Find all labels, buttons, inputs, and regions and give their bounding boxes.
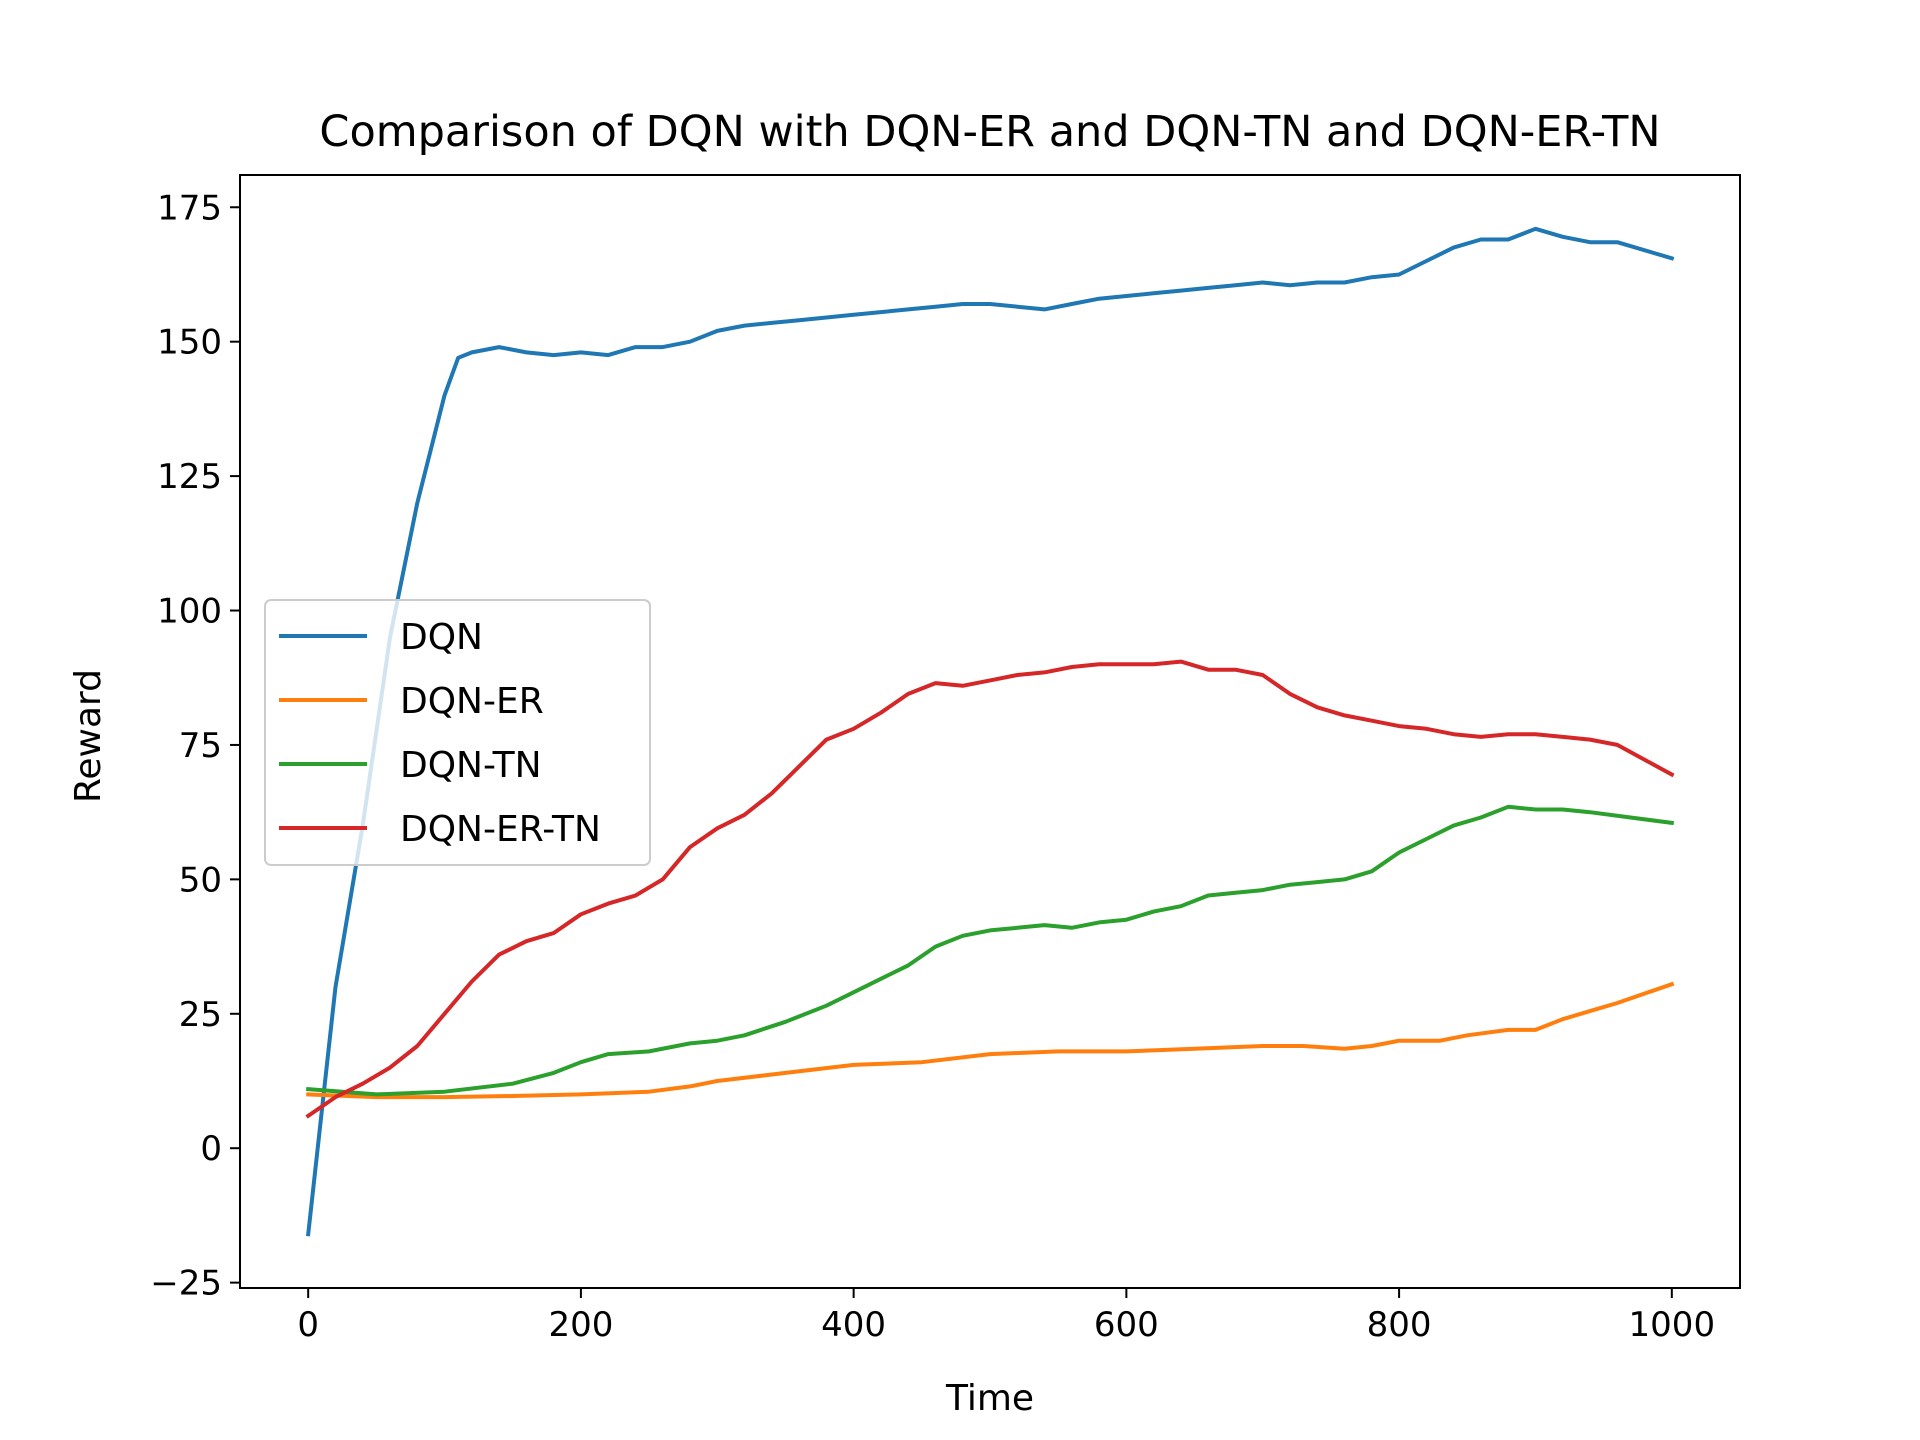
series-line-dqn-er bbox=[306, 981, 1675, 1100]
chart-title: Comparison of DQN with DQN-ER and DQN-TN… bbox=[319, 107, 1660, 157]
y-tick-label: 150 bbox=[157, 323, 222, 363]
x-tick-label: 200 bbox=[548, 1305, 613, 1345]
y-axis-title: Reward bbox=[68, 669, 109, 803]
legend-label-dqn-er: DQN-ER bbox=[400, 681, 544, 722]
y-tick-label: 175 bbox=[157, 188, 222, 228]
y-tick-label: −25 bbox=[150, 1264, 222, 1304]
legend-label-dqn-er-tn: DQN-ER-TN bbox=[400, 809, 601, 850]
y-tick-label: 125 bbox=[157, 457, 222, 497]
axes-frame bbox=[239, 174, 1741, 1289]
y-tick-label: 100 bbox=[157, 592, 222, 632]
series-line-dqn bbox=[305, 226, 1675, 1237]
series-line-dqn-tn bbox=[306, 804, 1675, 1097]
legend: DQN DQN-ER DQN-TN DQN-ER-TN bbox=[264, 599, 651, 866]
x-tick-label: 800 bbox=[1367, 1305, 1432, 1345]
x-axis-title: Time bbox=[945, 1378, 1034, 1419]
x-tick-label: 400 bbox=[821, 1305, 886, 1345]
y-tick-label: 50 bbox=[179, 860, 222, 900]
x-tick-label: 600 bbox=[1094, 1305, 1159, 1345]
series-line-dqn-er-tn bbox=[305, 659, 1675, 1119]
plot-area: 0 200 400 600 800 1000 −25 0 25 50 75 100 125 150 175 bbox=[150, 174, 1741, 1345]
legend-label-dqn-tn: DQN-TN bbox=[400, 745, 542, 786]
y-tick-label: 0 bbox=[200, 1129, 222, 1169]
x-tick-label: 1000 bbox=[1629, 1305, 1716, 1345]
legend-box bbox=[264, 599, 651, 866]
x-tick-label: 0 bbox=[297, 1305, 319, 1345]
y-tick-label: 75 bbox=[179, 726, 222, 766]
legend-label-dqn: DQN bbox=[400, 617, 483, 658]
y-tick-label: 25 bbox=[179, 995, 222, 1035]
